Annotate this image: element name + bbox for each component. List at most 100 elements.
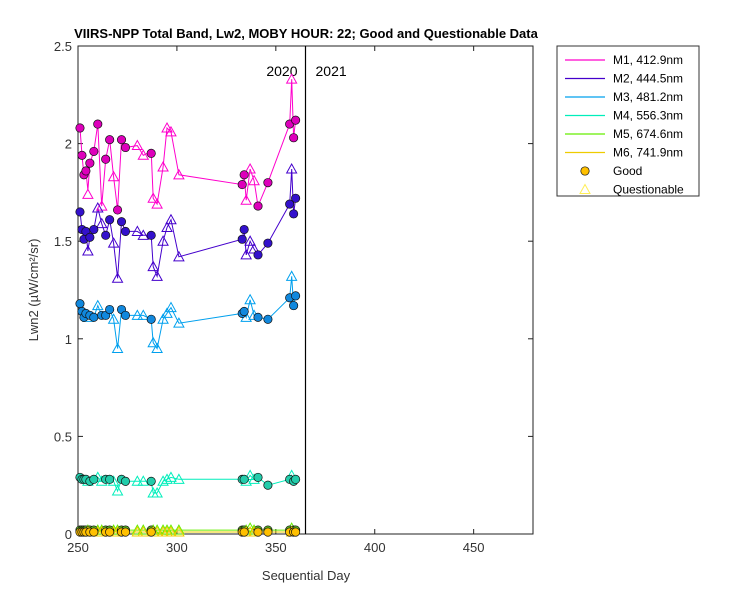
legend-label: M3, 481.2nm [613,90,683,104]
questionable-point [137,149,150,160]
questionable-point [137,526,150,537]
questionable-point [147,192,160,203]
y-tick-label: 0.5 [54,429,72,444]
legend-label: Questionable [613,183,684,197]
year-divider: 2020 2021 [266,46,347,534]
good-point [89,474,99,484]
questionable-point [157,160,169,172]
questionable-point [151,270,163,281]
questionable-point [131,139,144,151]
good-point [291,474,301,484]
good-point [89,224,99,235]
questionable-point [157,313,169,324]
questionable-point [244,162,256,174]
questionable-point [107,170,120,182]
data-markers [75,73,301,537]
legend-marker-questionable [579,183,591,194]
good-point [89,312,99,322]
good-point [237,180,247,190]
y-tick-label: 2.5 [54,39,72,54]
good-point [75,123,85,133]
chart-title: VIIRS-NPP Total Band, Lw2, MOBY HOUR: 22… [74,26,538,41]
questionable-point [131,524,144,535]
questionable-point [165,526,177,537]
questionable-point [95,217,108,229]
x-tick-label: 250 [67,540,89,555]
questionable-point [244,235,256,246]
legend-marker-good [580,166,590,176]
questionable-point [161,473,173,484]
questionable-point [111,272,124,283]
questionable-point [173,168,185,180]
questionable-point [285,162,298,174]
good-point [105,215,115,225]
good-point [116,135,127,145]
year-label-left: 2020 [266,63,297,79]
good-point [77,150,87,160]
good-point [75,207,85,217]
y-axis-label: Lwn2 (µW/cm²/sr) [26,239,41,342]
good-point [120,142,131,153]
questionable-point [165,301,177,313]
legend: M1, 412.9nm M2, 444.5nm M3, 481.2nm M4, 556… [556,45,700,197]
questionable-point [131,225,144,236]
questionable-point [147,336,160,348]
good-point [263,527,273,537]
good-point [105,527,115,537]
questionable-point [173,473,185,484]
questionable-point [165,471,177,482]
good-point [239,306,249,317]
good-point [146,527,156,537]
good-point [289,133,299,143]
questionable-point [137,524,150,535]
good-point [291,527,301,537]
good-point [291,291,301,301]
good-point [105,304,115,315]
good-point [116,217,127,227]
good-point [113,205,123,215]
good-point [291,193,301,203]
questionable-point [137,309,150,320]
questionable-point [161,121,173,133]
questionable-point [131,309,144,320]
good-point [146,476,156,486]
questionable-point [173,524,185,535]
good-point [146,230,156,240]
good-point [120,310,131,320]
good-point [120,226,131,236]
good-point [146,148,156,158]
good-point [85,232,95,242]
legend-label: M5, 674.6nm [613,127,683,141]
y-tick-label: 0 [65,527,72,542]
good-point [289,209,299,219]
questionable-point [111,485,124,496]
questionable-point [151,342,163,354]
y-tick-label: 1 [65,332,72,347]
questionable-point [131,475,144,486]
good-point [75,299,85,309]
questionable-point [151,486,163,498]
questionable-point [151,198,163,209]
legend-label: M2, 444.5nm [613,72,683,86]
questionable-point [82,244,94,256]
questionable-point [107,237,120,248]
x-tick-label: 400 [364,540,386,555]
questionable-point [173,317,185,328]
good-point [89,146,99,156]
questionable-point [161,307,173,318]
good-point [93,119,103,129]
questionable-point [244,293,256,305]
y-tick-label: 2 [65,137,72,152]
x-tick-label: 350 [265,540,287,555]
good-point [289,301,299,311]
questionable-point [244,469,256,480]
good-point [81,166,91,176]
questionable-point [91,299,104,311]
questionable-point [173,250,185,262]
questionable-point [131,526,144,537]
good-point [263,238,273,248]
good-point [89,527,99,537]
questionable-point [157,475,169,486]
good-point [253,250,263,260]
